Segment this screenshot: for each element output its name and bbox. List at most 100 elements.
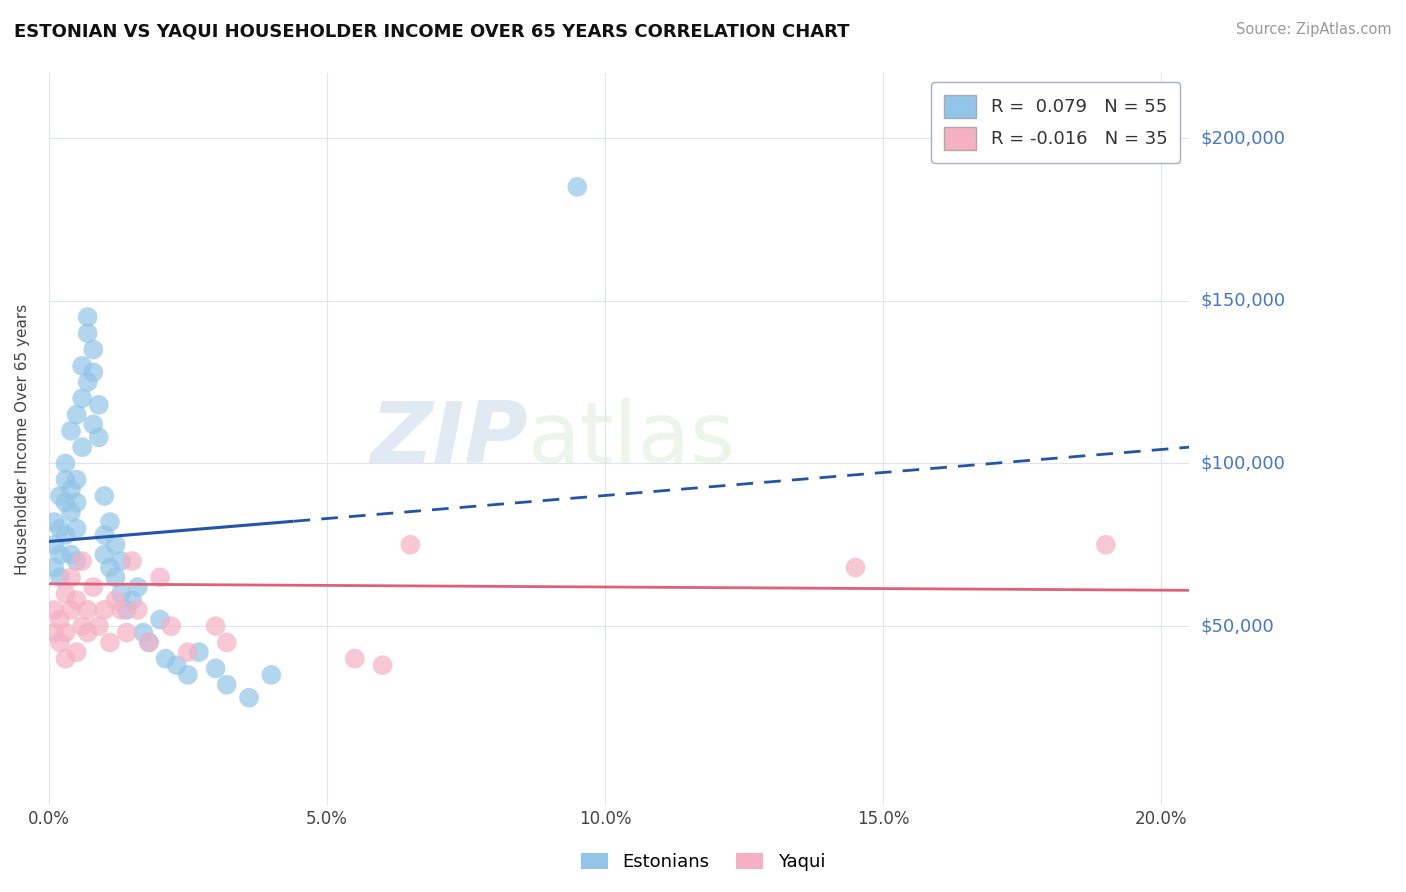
Point (65, 521, 87, 535)
Point (149, 570, 172, 584)
Point (70, 392, 93, 406)
Point (93, 528, 115, 542)
Point (76, 625, 98, 640)
Point (110, 586, 132, 600)
Point (138, 635, 160, 649)
Point (104, 570, 127, 584)
Point (204, 619, 226, 633)
Legend: R =  0.079   N = 55, R = -0.016   N = 35: R = 0.079 N = 55, R = -0.016 N = 35 (931, 82, 1180, 162)
Point (65, 473, 87, 487)
Text: $50,000: $50,000 (1201, 617, 1274, 635)
Point (343, 651, 366, 665)
Point (127, 603, 149, 617)
Point (166, 658, 188, 673)
Point (65, 408, 87, 422)
Y-axis label: Householder Income Over 65 years: Householder Income Over 65 years (15, 303, 30, 574)
Point (55, 457, 77, 471)
Point (238, 690, 260, 705)
Point (93, 548, 115, 562)
Point (115, 625, 138, 640)
Text: Source: ZipAtlas.com: Source: ZipAtlas.com (1236, 22, 1392, 37)
Point (70, 359, 93, 373)
Point (44, 625, 66, 640)
Point (98, 560, 121, 574)
Point (93, 489, 115, 503)
Point (132, 625, 155, 640)
Point (55, 625, 77, 640)
Point (260, 668, 283, 682)
Point (98, 635, 121, 649)
Point (155, 651, 177, 665)
Text: ESTONIAN VS YAQUI HOUSEHOLDER INCOME OVER 65 YEARS CORRELATION CHART: ESTONIAN VS YAQUI HOUSEHOLDER INCOME OVE… (14, 22, 849, 40)
Point (55, 473, 77, 487)
Point (60, 570, 83, 584)
Point (82, 580, 104, 594)
Point (65, 645, 87, 659)
Point (121, 554, 143, 568)
Point (49, 570, 72, 584)
Point (104, 593, 127, 607)
Point (82, 365, 104, 379)
Point (177, 668, 200, 682)
Point (49, 521, 72, 535)
Point (87, 398, 110, 412)
Point (49, 548, 72, 562)
Point (60, 548, 83, 562)
Point (110, 554, 132, 568)
Point (567, 179, 589, 194)
Point (160, 619, 183, 633)
Point (44, 538, 66, 552)
Point (371, 658, 394, 673)
Point (1095, 538, 1118, 552)
Point (55, 495, 77, 509)
Text: atlas: atlas (527, 398, 735, 481)
Point (87, 619, 110, 633)
Point (76, 375, 98, 389)
Point (110, 603, 132, 617)
Point (399, 538, 422, 552)
Point (60, 603, 83, 617)
Point (127, 580, 149, 594)
Point (65, 495, 87, 509)
Point (215, 678, 238, 692)
Text: $200,000: $200,000 (1201, 129, 1285, 147)
Point (149, 613, 172, 627)
Point (844, 560, 866, 574)
Point (82, 343, 104, 357)
Point (60, 424, 83, 438)
Point (65, 593, 87, 607)
Point (60, 483, 83, 497)
Point (82, 417, 104, 432)
Point (76, 603, 98, 617)
Point (76, 326, 98, 341)
Legend: Estonians, Yaqui: Estonians, Yaqui (574, 846, 832, 879)
Point (70, 554, 93, 568)
Point (98, 515, 121, 529)
Point (49, 635, 72, 649)
Point (49, 613, 72, 627)
Point (55, 586, 77, 600)
Point (70, 619, 93, 633)
Point (60, 505, 83, 519)
Text: $150,000: $150,000 (1201, 292, 1285, 310)
Point (70, 440, 93, 454)
Point (215, 635, 238, 649)
Text: $100,000: $100,000 (1201, 454, 1285, 473)
Point (44, 515, 66, 529)
Point (121, 593, 143, 607)
Point (115, 603, 138, 617)
Point (87, 430, 110, 444)
Point (188, 645, 211, 659)
Point (138, 635, 160, 649)
Point (44, 560, 66, 574)
Point (49, 489, 72, 503)
Point (65, 554, 87, 568)
Point (55, 528, 77, 542)
Point (44, 603, 66, 617)
Text: ZIP: ZIP (370, 398, 527, 481)
Point (204, 661, 226, 675)
Point (104, 538, 127, 552)
Point (76, 310, 98, 324)
Point (177, 645, 200, 659)
Point (93, 603, 115, 617)
